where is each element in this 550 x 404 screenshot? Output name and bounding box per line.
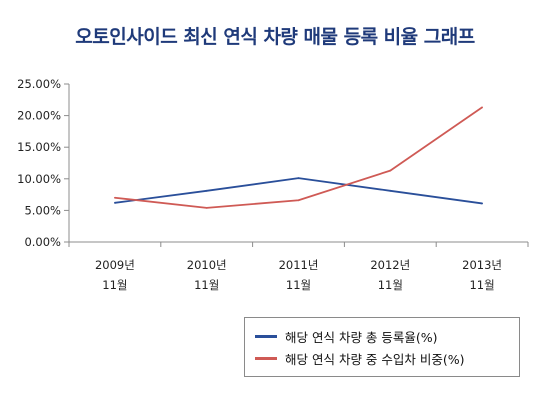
chart-title: 오토인사이드 최신 연식 차량 매물 등록 비율 그래프	[75, 26, 475, 48]
series-1-point	[481, 106, 483, 109]
legend-item-import-share: 해당 연식 차량 중 수입차 비중(%)	[255, 349, 465, 367]
y-tick-label: 15.00%	[17, 140, 61, 154]
series-1-point	[297, 199, 300, 202]
series-0-point	[297, 177, 300, 180]
legend-swatch-import-share	[255, 356, 277, 360]
legend-item-total-registration: 해당 연식 차량 총 등록율(%)	[255, 327, 438, 345]
series-0-point	[389, 189, 392, 192]
x-tick-label: 2010년 11월	[187, 258, 227, 292]
x-axis-ticks: 2009년 11월 2010년 11월 2011년 11월 2012년 11월 2013년 11월	[68, 242, 529, 292]
series-0-point	[481, 202, 483, 205]
series-layer	[114, 106, 483, 209]
x-tick-label: 2012년 11월	[370, 258, 410, 292]
y-tick-label: 5.00%	[24, 203, 61, 217]
series-line-1	[114, 106, 483, 209]
y-tick-label: 0.00%	[24, 235, 61, 249]
y-axis-ticks: 0.00% 5.00% 10.00% 15.00% 20.00% 25.00%	[17, 77, 69, 249]
x-tick-label: 2011년 11월	[279, 258, 319, 292]
legend-swatch-total-registration	[255, 334, 277, 338]
chart-axes	[68, 84, 528, 243]
y-tick-label: 10.00%	[17, 172, 61, 186]
x-tick-label: 2009년 11월	[95, 258, 135, 292]
series-1-point	[389, 169, 392, 172]
series-0-point	[205, 189, 208, 192]
y-tick-label: 25.00%	[17, 77, 61, 91]
legend-label-import-share: 해당 연식 차량 중 수입차 비중(%)	[285, 351, 465, 367]
series-1-point	[114, 196, 116, 199]
series-1-point	[205, 206, 208, 209]
legend-label-total-registration: 해당 연식 차량 총 등록율(%)	[285, 329, 438, 345]
x-tick-label: 2013년 11월	[462, 258, 502, 292]
series-0-point	[114, 201, 116, 204]
y-tick-label: 20.00%	[17, 109, 61, 123]
legend: 해당 연식 차량 총 등록율(%) 해당 연식 차량 중 수입차 비중(%)	[244, 317, 520, 377]
